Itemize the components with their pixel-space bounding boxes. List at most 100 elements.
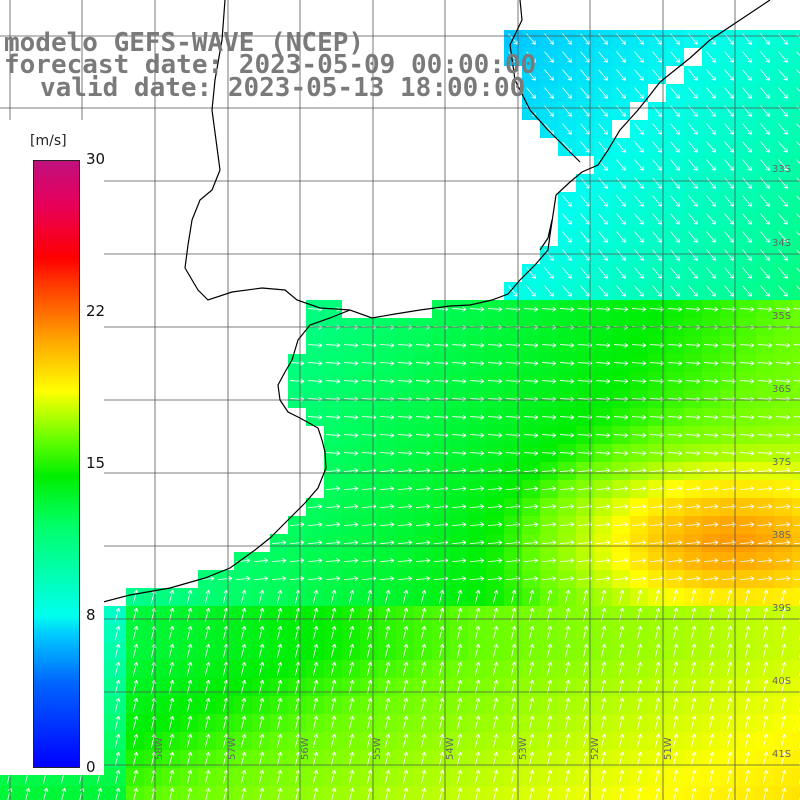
wind-arrow: [186, 643, 193, 658]
wind-arrow: [778, 249, 788, 261]
wind-arrow: [631, 450, 647, 456]
wind-arrow: [616, 69, 626, 81]
wind-arrow: [742, 159, 752, 171]
wind-arrow: [636, 643, 643, 658]
wind-arrow: [438, 697, 445, 712]
lat-label: 34S: [772, 238, 791, 249]
wind-speed-cell: [792, 786, 800, 800]
wind-arrow: [580, 231, 590, 243]
wind-arrow: [760, 285, 770, 297]
lat-label: 39S: [772, 603, 791, 614]
wind-arrow: [739, 414, 755, 420]
wind-arrow: [708, 697, 715, 712]
wind-speed-cell: [792, 696, 800, 714]
wind-arrow: [600, 589, 607, 604]
wind-arrow: [757, 468, 773, 474]
wind-arrow: [528, 625, 535, 640]
wind-arrow: [685, 522, 701, 528]
wind-arrow: [562, 105, 572, 117]
wind-arrow: [366, 625, 373, 640]
wind-arrow: [523, 360, 539, 366]
wind-arrow: [634, 159, 644, 171]
wind-arrow: [325, 576, 341, 582]
wind-arrow: [742, 87, 752, 99]
wind-arrow: [420, 661, 427, 676]
lon-label: 53W: [518, 737, 529, 760]
wind-arrow: [598, 105, 608, 117]
wind-arrow: [330, 607, 337, 622]
wind-arrow: [523, 306, 539, 312]
wind-arrow: [775, 342, 791, 348]
wind-arrow: [598, 69, 608, 81]
wind-arrow: [492, 697, 499, 712]
wind-arrow: [582, 589, 589, 604]
wind-arrow: [510, 751, 517, 766]
wind-speed-cell: [792, 624, 800, 642]
wind-arrow: [492, 607, 499, 622]
wind-arrow: [562, 51, 572, 63]
wind-arrow: [528, 589, 535, 604]
wind-arrow: [307, 558, 323, 564]
wind-arrow: [757, 306, 773, 312]
wind-arrow: [685, 558, 701, 564]
wind-arrow: [343, 522, 359, 528]
wind-arrow: [636, 661, 643, 676]
wind-arrow: [384, 643, 391, 658]
wind-arrow: [613, 486, 629, 492]
wind-arrow: [598, 177, 608, 189]
wind-speed-cell: [792, 606, 800, 624]
wind-arrow: [616, 51, 626, 63]
wind-arrow: [618, 589, 625, 604]
wind-arrow: [168, 733, 175, 748]
wind-arrow: [762, 643, 769, 658]
wind-arrow: [598, 51, 608, 63]
wind-arrow: [258, 715, 265, 730]
wind-speed-cell: [792, 210, 800, 228]
wind-arrow: [778, 69, 788, 81]
wind-arrow: [739, 486, 755, 492]
wind-arrow: [384, 625, 391, 640]
wind-arrow: [544, 51, 554, 63]
wind-arrow: [793, 470, 800, 473]
wind-arrow: [204, 697, 211, 712]
wind-arrow: [415, 540, 431, 546]
wind-arrow: [780, 679, 787, 694]
wind-arrow: [634, 267, 644, 279]
wind-arrow: [636, 589, 643, 604]
wind-speed-cell: [792, 66, 800, 84]
wind-arrow: [469, 306, 485, 312]
wind-arrow: [258, 733, 265, 748]
wind-arrow: [240, 697, 247, 712]
wind-arrow: [276, 697, 283, 712]
wind-speed-cell: [90, 786, 108, 800]
wind-arrow: [742, 33, 752, 45]
wind-arrow: [796, 69, 800, 75]
wind-arrow: [415, 576, 431, 582]
wind-arrow: [775, 540, 791, 546]
wind-arrow: [564, 643, 571, 658]
wind-arrow: [685, 342, 701, 348]
lat-label: 37S: [772, 457, 791, 468]
wind-arrow: [739, 540, 755, 546]
wind-arrow: [240, 679, 247, 694]
wind-arrow: [402, 697, 409, 712]
wind-arrow: [688, 267, 698, 279]
wind-arrow: [613, 558, 629, 564]
wind-arrow: [541, 504, 557, 510]
wind-arrow: [258, 679, 265, 694]
wind-arrow: [631, 522, 647, 528]
wind-arrow: [526, 33, 536, 45]
wind-arrow: [778, 87, 788, 99]
wind-speed-cell: [18, 786, 36, 800]
wind-arrow: [415, 486, 431, 492]
wind-arrow: [703, 558, 719, 564]
colorbar: [33, 160, 80, 768]
wind-arrow: [670, 159, 680, 171]
wind-arrow: [616, 177, 626, 189]
wind-arrow: [708, 769, 715, 784]
wind-arrow: [706, 231, 716, 243]
wind-arrow: [793, 560, 800, 563]
wind-arrow: [289, 558, 305, 564]
wind-arrow: [469, 378, 485, 384]
